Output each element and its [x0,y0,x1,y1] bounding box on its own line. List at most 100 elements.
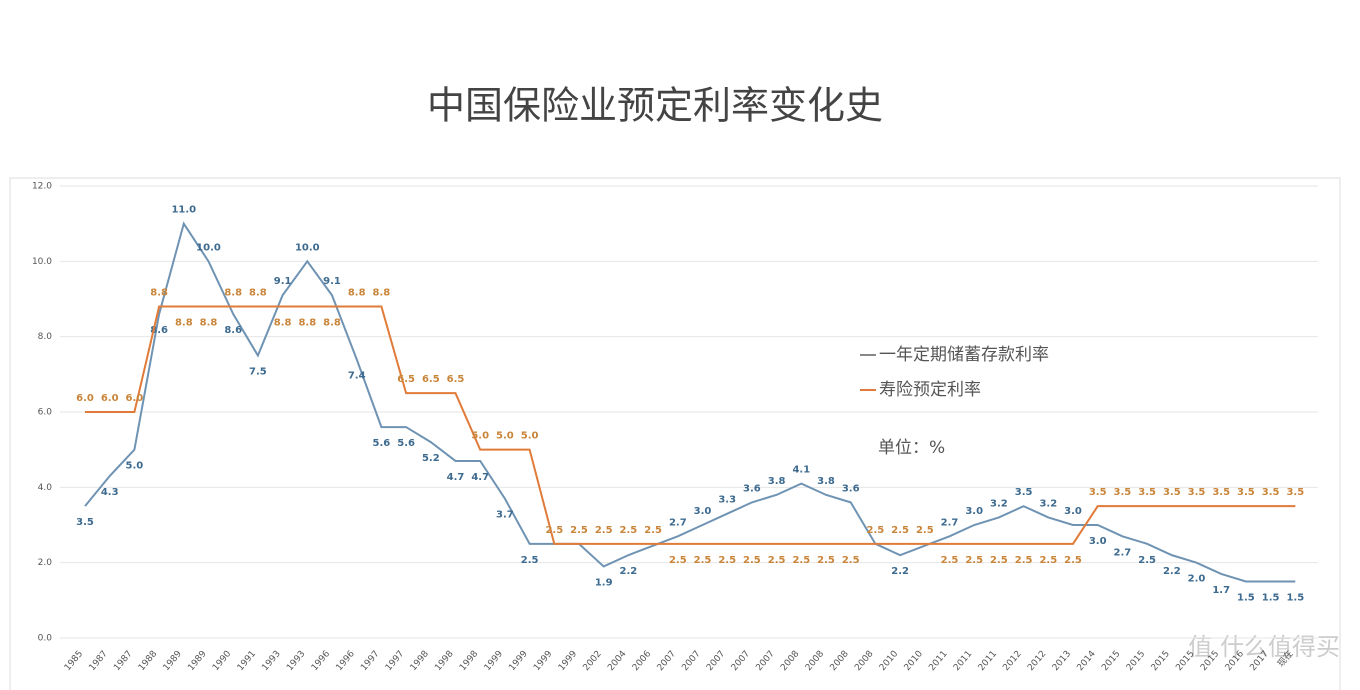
data-label: 2.5 [743,555,761,566]
data-label: 2.2 [891,566,909,577]
x-tick-label: 2012 [1026,649,1048,673]
data-label: 1.5 [1262,593,1280,604]
x-tick-label: 1998 [409,649,432,673]
data-label: 3.7 [496,510,514,521]
data-label: 8.6 [224,325,242,336]
x-tick-label: 1997 [384,649,406,673]
x-tick-label: 2013 [1051,649,1073,673]
data-label: 6.0 [76,393,94,404]
data-label: 2.5 [1015,555,1033,566]
x-tick-label: 2011 [952,649,974,673]
data-label: 2.5 [965,555,983,566]
data-label: 1.5 [1286,593,1304,604]
data-label: 8.8 [298,318,316,329]
x-tick-label: 1987 [88,649,110,673]
data-label: 8.6 [150,325,168,336]
data-label: 5.0 [126,461,144,472]
x-tick-label: 2007 [730,649,752,673]
data-label: 2.0 [1188,574,1206,585]
data-label: 4.7 [471,472,489,483]
x-tick-label: 2008 [804,649,827,673]
data-label: 2.5 [694,555,712,566]
data-label: 2.5 [867,525,885,536]
data-label: 4.7 [447,472,465,483]
x-tick-label: 2007 [754,649,776,673]
data-label: 5.6 [373,438,391,449]
x-tick-label: 2008 [853,649,876,673]
x-tick-label: 1997 [359,649,381,673]
x-tick-label: 1993 [285,649,307,673]
data-label: 5.2 [422,453,440,464]
data-label: 2.5 [768,555,786,566]
data-label: 2.5 [718,555,736,566]
data-label: 7.5 [249,367,267,378]
data-label: 2.5 [1138,555,1156,566]
x-tick-label: 2007 [705,649,727,673]
data-label: 7.4 [348,370,366,381]
data-label: 3.5 [1015,487,1033,498]
data-label: 2.5 [792,555,810,566]
legend-label: 寿险预定利率 [879,380,981,400]
data-label: 8.8 [175,318,193,329]
chart-title: 中国保险业预定利率变化史 [427,84,883,128]
data-label: 2.5 [916,525,934,536]
data-label: 3.5 [1114,487,1132,498]
x-tick-label: 1987 [112,649,134,673]
data-label: 3.5 [1286,487,1304,498]
data-label: 6.5 [397,374,415,385]
data-label: 4.1 [792,465,810,476]
data-label: 8.8 [249,288,267,299]
series-line [85,305,1296,545]
data-label: 2.2 [1163,566,1181,577]
data-label: 3.6 [842,483,860,494]
data-label: 2.7 [1114,547,1132,558]
x-tick-label: 2014 [1076,649,1099,673]
x-tick-label: 1989 [186,649,209,673]
x-tick-label: 2010 [903,649,926,673]
x-tick-label: 1990 [211,649,234,673]
data-label: 3.0 [694,506,712,517]
x-tick-label: 1998 [433,649,456,673]
x-tick-label: 1993 [260,649,282,673]
data-label: 6.5 [447,374,465,385]
x-tick-label: 1999 [483,649,506,673]
x-tick-label: 2004 [606,649,629,673]
data-label: 5.0 [496,431,514,442]
x-tick-label: 2011 [927,649,949,673]
data-label: 4.3 [101,487,119,498]
x-tick-label: 2015 [1125,649,1147,673]
data-label: 9.1 [323,276,341,287]
data-label: 2.5 [570,525,588,536]
data-label: 8.8 [200,318,218,329]
data-label: 3.8 [817,476,835,487]
data-label: 3.6 [743,483,761,494]
y-tick-label: 2.0 [38,558,53,568]
data-label: 2.5 [941,555,959,566]
legend-label: 一年定期储蓄存款利率 [879,345,1049,365]
data-label: 2.7 [669,517,687,528]
data-label: 3.5 [1212,487,1230,498]
data-label: 9.1 [274,276,292,287]
y-tick-label: 4.0 [38,483,53,493]
x-tick-label: 1999 [557,649,580,673]
data-label: 3.2 [990,498,1008,509]
data-label: 3.5 [1188,487,1206,498]
data-label: 2.5 [990,555,1008,566]
x-tick-label: 1996 [335,649,358,673]
data-label: 8.8 [150,288,168,299]
x-tick-label: 1999 [507,649,530,673]
data-label: 6.0 [101,393,119,404]
x-tick-label: 2007 [680,649,702,673]
data-label: 10.0 [196,242,221,253]
y-tick-label: 8.0 [38,332,53,342]
series-line [84,221,1296,583]
data-label: 1.7 [1212,585,1230,596]
data-label: 2.5 [620,525,638,536]
data-label: 3.5 [1262,487,1280,498]
data-label: 8.8 [224,288,242,299]
data-label: 8.8 [348,288,366,299]
x-tick-label: 1988 [137,649,160,673]
data-label: 2.5 [1039,555,1057,566]
